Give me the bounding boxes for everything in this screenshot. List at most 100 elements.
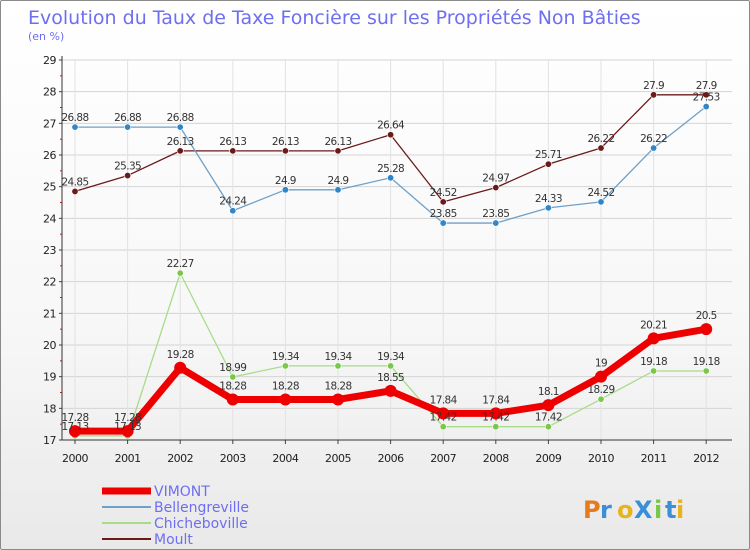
data-point-chicheboville bbox=[650, 367, 658, 375]
x-tick-label-2011: 2011 bbox=[641, 452, 667, 465]
logo-letter: r bbox=[600, 496, 612, 524]
data-point-chicheboville bbox=[439, 423, 447, 431]
data-point-moult bbox=[124, 172, 132, 180]
data-label-chicheboville: 17.13 bbox=[114, 421, 141, 433]
x-tick-label-2003: 2003 bbox=[220, 452, 246, 465]
data-point-vimont bbox=[489, 407, 502, 420]
x-tick-label-2012: 2012 bbox=[693, 452, 719, 465]
data-point-chicheboville bbox=[176, 269, 184, 277]
data-label-vimont: 17.84 bbox=[482, 394, 510, 406]
legend-label-bellengreville: Bellengreville bbox=[154, 500, 249, 516]
data-label-vimont: 18.1 bbox=[538, 386, 559, 398]
data-point-bellengreville bbox=[176, 123, 184, 131]
data-point-chicheboville bbox=[492, 423, 500, 431]
y-tick-label-19: 19 bbox=[43, 371, 56, 384]
axes: 17 18 19 20 21 22 23 24 25 26 27 28 29 2000 2001 2002 20… bbox=[43, 54, 732, 465]
data-point-moult bbox=[650, 91, 658, 99]
data-label-vimont: 18.55 bbox=[377, 372, 404, 384]
data-label-vimont: 18.28 bbox=[272, 380, 299, 392]
x-tick-label-2002: 2002 bbox=[167, 452, 193, 465]
y-tick-label-29: 29 bbox=[43, 54, 56, 67]
data-point-bellengreville bbox=[334, 186, 342, 194]
x-tick-label-2004: 2004 bbox=[272, 452, 298, 465]
x-tick-label-2007: 2007 bbox=[430, 452, 456, 465]
data-point-vimont bbox=[595, 370, 607, 383]
data-label-moult: 26.13 bbox=[272, 136, 299, 148]
data-label-moult: 26.13 bbox=[167, 136, 194, 148]
data-label-moult: 26.22 bbox=[587, 133, 614, 145]
data-label-chicheboville: 17.42 bbox=[535, 412, 562, 424]
data-label-vimont: 17.28 bbox=[114, 412, 141, 424]
x-tick-label-2010: 2010 bbox=[588, 452, 614, 465]
data-point-chicheboville bbox=[702, 367, 710, 375]
data-label-vimont: 19.28 bbox=[167, 349, 194, 361]
data-label-bellengreville: 27.53 bbox=[693, 92, 720, 104]
data-label-moult: 26.13 bbox=[219, 136, 246, 148]
data-label-chicheboville: 19.18 bbox=[640, 356, 667, 368]
data-point-bellengreville bbox=[281, 186, 289, 194]
data-label-bellengreville: 23.85 bbox=[482, 208, 509, 220]
data-label-moult: 24.97 bbox=[482, 173, 509, 185]
logo-letter: t bbox=[665, 496, 676, 524]
data-point-chicheboville bbox=[334, 362, 342, 370]
data-label-bellengreville: 23.85 bbox=[430, 208, 457, 220]
data-point-bellengreville bbox=[702, 103, 710, 111]
data-label-moult: 26.13 bbox=[324, 136, 351, 148]
series-group bbox=[69, 91, 713, 440]
x-tick-label-2008: 2008 bbox=[483, 452, 509, 465]
logo-letter: P bbox=[583, 496, 601, 524]
data-point-vimont bbox=[384, 384, 397, 397]
data-point-bellengreville bbox=[650, 144, 658, 152]
data-label-vimont: 20.21 bbox=[640, 319, 667, 331]
data-point-vimont bbox=[542, 399, 555, 412]
logo-letter: X bbox=[634, 496, 653, 524]
data-label-bellengreville: 26.88 bbox=[167, 112, 194, 124]
y-tick-label-28: 28 bbox=[43, 86, 56, 99]
logo-letter: i bbox=[676, 496, 684, 524]
data-point-vimont bbox=[121, 425, 134, 438]
logo-letter: o bbox=[617, 496, 634, 524]
logo-letter: i bbox=[654, 496, 662, 524]
data-point-vimont bbox=[69, 425, 81, 438]
legend-label-moult: Moult bbox=[154, 532, 193, 548]
data-label-bellengreville: 24.9 bbox=[275, 175, 296, 187]
data-point-moult bbox=[281, 147, 289, 155]
data-point-moult bbox=[229, 147, 237, 155]
y-tick-label-21: 21 bbox=[43, 307, 56, 320]
y-tick-label-24: 24 bbox=[43, 212, 56, 225]
data-point-moult bbox=[334, 147, 342, 155]
data-point-bellengreville bbox=[439, 219, 447, 227]
data-point-chicheboville bbox=[597, 395, 605, 403]
data-label-chicheboville: 17.42 bbox=[430, 412, 457, 424]
data-label-vimont: 17.28 bbox=[61, 412, 88, 424]
legend-label-chicheboville: Chicheboville bbox=[154, 516, 248, 532]
y-tick-label-23: 23 bbox=[43, 244, 56, 257]
y-tick-label-22: 22 bbox=[43, 276, 56, 289]
data-point-chicheboville bbox=[281, 362, 289, 370]
y-tick-label-18: 18 bbox=[43, 402, 56, 415]
data-label-moult: 25.71 bbox=[535, 149, 562, 161]
data-label-moult: 27.9 bbox=[643, 80, 664, 92]
data-label-chicheboville: 19.34 bbox=[377, 351, 405, 363]
data-label-bellengreville: 26.22 bbox=[640, 133, 667, 145]
data-point-chicheboville bbox=[229, 373, 237, 381]
data-label-bellengreville: 24.9 bbox=[328, 175, 349, 187]
data-label-chicheboville: 22.27 bbox=[167, 258, 194, 270]
data-point-moult bbox=[702, 91, 710, 99]
data-label-bellengreville: 24.24 bbox=[219, 196, 247, 208]
data-label-vimont: 20.5 bbox=[696, 310, 717, 322]
data-point-vimont bbox=[437, 407, 450, 420]
data-point-moult bbox=[387, 131, 395, 139]
data-label-moult: 27.9 bbox=[696, 80, 717, 92]
data-point-chicheboville bbox=[387, 362, 395, 370]
data-label-chicheboville: 19.18 bbox=[693, 356, 720, 368]
data-label-vimont: 19 bbox=[595, 358, 607, 370]
data-point-vimont bbox=[174, 361, 187, 374]
y-tick-label-20: 20 bbox=[43, 339, 56, 352]
data-label-chicheboville: 18.29 bbox=[587, 384, 614, 396]
data-point-bellengreville bbox=[492, 219, 500, 227]
y-tick-label-25: 25 bbox=[43, 181, 56, 194]
data-label-bellengreville: 26.88 bbox=[61, 112, 88, 124]
